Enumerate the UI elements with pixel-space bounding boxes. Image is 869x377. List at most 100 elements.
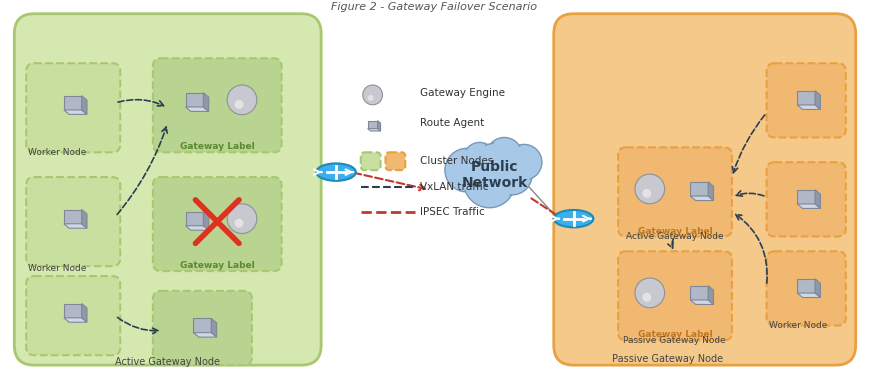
- Polygon shape: [186, 211, 203, 226]
- Circle shape: [507, 144, 542, 180]
- Polygon shape: [82, 303, 87, 322]
- FancyBboxPatch shape: [153, 291, 252, 365]
- Polygon shape: [194, 319, 211, 333]
- Polygon shape: [797, 91, 815, 105]
- FancyBboxPatch shape: [361, 152, 381, 170]
- Circle shape: [508, 146, 540, 178]
- Polygon shape: [815, 190, 820, 208]
- Circle shape: [368, 95, 374, 101]
- Polygon shape: [368, 121, 378, 129]
- Polygon shape: [690, 182, 708, 196]
- Circle shape: [473, 143, 516, 187]
- Circle shape: [362, 85, 382, 105]
- Circle shape: [235, 100, 243, 109]
- Polygon shape: [690, 286, 708, 300]
- Polygon shape: [708, 286, 713, 305]
- Ellipse shape: [639, 176, 661, 184]
- FancyBboxPatch shape: [26, 177, 120, 266]
- Polygon shape: [368, 129, 381, 131]
- FancyBboxPatch shape: [766, 162, 846, 236]
- Polygon shape: [82, 96, 87, 114]
- Circle shape: [466, 158, 514, 206]
- Polygon shape: [63, 110, 87, 114]
- Polygon shape: [708, 182, 713, 201]
- Text: Passive Gateway Node: Passive Gateway Node: [612, 354, 723, 364]
- Ellipse shape: [365, 86, 380, 92]
- Ellipse shape: [231, 206, 253, 213]
- Text: Public
Network: Public Network: [461, 160, 527, 190]
- Polygon shape: [186, 93, 203, 107]
- Text: Gateway Label: Gateway Label: [638, 331, 713, 339]
- Polygon shape: [203, 211, 209, 230]
- Polygon shape: [815, 91, 820, 109]
- Text: Cluster Nodes: Cluster Nodes: [420, 156, 494, 166]
- Ellipse shape: [231, 87, 253, 95]
- Text: Active Gateway Node: Active Gateway Node: [116, 357, 220, 367]
- Polygon shape: [186, 226, 209, 230]
- FancyBboxPatch shape: [618, 251, 732, 340]
- Polygon shape: [797, 190, 815, 204]
- Circle shape: [474, 146, 514, 185]
- Polygon shape: [63, 224, 87, 228]
- Circle shape: [487, 138, 522, 173]
- Circle shape: [235, 219, 243, 228]
- Text: Gateway Label: Gateway Label: [180, 261, 255, 270]
- Circle shape: [464, 143, 495, 174]
- Text: Gateway Engine: Gateway Engine: [420, 88, 505, 98]
- Polygon shape: [63, 96, 82, 110]
- Text: Worker Node: Worker Node: [768, 322, 827, 331]
- Circle shape: [493, 155, 532, 195]
- Circle shape: [642, 189, 651, 198]
- Text: IPSEC Traffic: IPSEC Traffic: [420, 207, 485, 217]
- Polygon shape: [797, 204, 820, 208]
- Text: Figure 2 - Gateway Failover Scenario: Figure 2 - Gateway Failover Scenario: [331, 2, 537, 12]
- Circle shape: [642, 293, 651, 302]
- FancyBboxPatch shape: [618, 147, 732, 236]
- Polygon shape: [211, 319, 216, 337]
- FancyBboxPatch shape: [153, 58, 282, 152]
- Text: VxLAN traffic: VxLAN traffic: [420, 182, 488, 192]
- Ellipse shape: [639, 280, 661, 288]
- Polygon shape: [186, 107, 209, 112]
- Text: Route Agent: Route Agent: [420, 118, 484, 128]
- Circle shape: [227, 85, 257, 115]
- Polygon shape: [797, 279, 815, 293]
- FancyBboxPatch shape: [14, 14, 322, 365]
- Polygon shape: [63, 303, 82, 318]
- Polygon shape: [203, 93, 209, 112]
- Polygon shape: [797, 293, 820, 297]
- Polygon shape: [194, 333, 216, 337]
- Circle shape: [494, 157, 530, 193]
- Circle shape: [635, 278, 665, 308]
- Circle shape: [445, 149, 488, 192]
- Text: Gateway Label: Gateway Label: [180, 143, 255, 152]
- Polygon shape: [63, 210, 82, 224]
- Circle shape: [227, 204, 257, 233]
- Polygon shape: [797, 105, 820, 109]
- Text: Worker Node: Worker Node: [28, 264, 87, 273]
- Text: Passive Gateway Node: Passive Gateway Node: [623, 336, 726, 345]
- Circle shape: [466, 144, 494, 172]
- FancyBboxPatch shape: [766, 251, 846, 325]
- Polygon shape: [82, 210, 87, 228]
- FancyBboxPatch shape: [766, 63, 846, 138]
- Text: Active Gateway Node: Active Gateway Node: [626, 232, 723, 241]
- FancyBboxPatch shape: [554, 14, 856, 365]
- FancyBboxPatch shape: [26, 276, 120, 355]
- FancyBboxPatch shape: [386, 152, 405, 170]
- Polygon shape: [63, 318, 87, 322]
- Circle shape: [635, 174, 665, 204]
- Polygon shape: [378, 121, 381, 131]
- FancyBboxPatch shape: [153, 177, 282, 271]
- Circle shape: [464, 156, 515, 208]
- Polygon shape: [690, 300, 713, 305]
- Polygon shape: [690, 196, 713, 201]
- FancyBboxPatch shape: [26, 63, 120, 152]
- Text: Worker Node: Worker Node: [28, 148, 87, 157]
- Text: Gateway Label: Gateway Label: [638, 227, 713, 236]
- Polygon shape: [815, 279, 820, 297]
- Ellipse shape: [316, 163, 355, 181]
- Circle shape: [447, 150, 487, 190]
- Circle shape: [488, 139, 521, 171]
- Ellipse shape: [554, 210, 594, 227]
